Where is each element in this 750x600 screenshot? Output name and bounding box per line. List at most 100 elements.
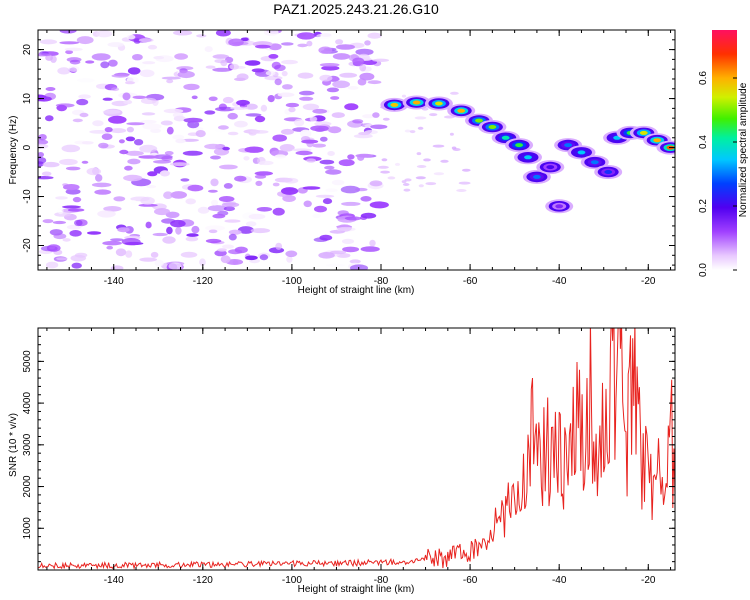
noise-blob — [121, 238, 141, 246]
noise-blob — [220, 59, 228, 67]
noise-blob — [42, 161, 60, 168]
noise-blob — [223, 206, 235, 212]
noise-blob — [280, 128, 295, 135]
noise-blob — [372, 112, 380, 118]
signal-blob — [590, 160, 599, 165]
noise-blob — [182, 150, 203, 156]
noise-blob — [319, 74, 333, 82]
noise-blob — [222, 96, 234, 104]
noise-blob — [370, 124, 388, 130]
noise-blob — [106, 245, 113, 250]
noise-blob — [285, 102, 299, 108]
noise-blob — [458, 181, 471, 185]
noise-blob — [132, 95, 147, 100]
snr-series-line — [38, 328, 675, 570]
noise-blob — [318, 252, 335, 259]
noise-blob — [256, 207, 273, 212]
noise-blob — [326, 263, 345, 267]
noise-blob — [38, 134, 47, 141]
noise-blob — [91, 53, 111, 61]
noise-blob — [414, 116, 427, 120]
noise-blob — [394, 162, 401, 166]
noise-blob — [102, 241, 122, 246]
noise-blob — [91, 182, 112, 188]
noise-blob — [342, 246, 360, 253]
noise-blob — [462, 168, 471, 172]
noise-blob — [275, 242, 283, 250]
noise-blob — [199, 258, 206, 267]
noise-blob — [45, 87, 56, 91]
noise-blob — [223, 183, 233, 189]
noise-blob — [45, 261, 59, 269]
noise-blob — [286, 255, 293, 263]
noise-blob — [254, 174, 267, 179]
noise-blob — [63, 184, 80, 191]
noise-blob — [279, 144, 295, 152]
noise-blob — [336, 44, 355, 50]
noise-blob — [191, 95, 198, 100]
noise-blob — [220, 255, 231, 264]
noise-blob — [64, 47, 83, 52]
x-tick-label: -100 — [282, 276, 302, 287]
signal-blob — [639, 130, 648, 135]
noise-blob — [101, 133, 113, 140]
noise-blob — [259, 254, 269, 261]
colorbar-gradient — [712, 30, 737, 270]
noise-blob — [117, 227, 130, 233]
noise-blob — [297, 43, 308, 48]
noise-blob — [72, 196, 82, 203]
noise-blob — [357, 78, 367, 86]
noise-blob — [302, 186, 321, 190]
y-tick-label: 0 — [22, 144, 33, 150]
noise-blob — [127, 67, 141, 75]
noise-blob — [268, 43, 282, 51]
noise-blob — [341, 201, 361, 206]
noise-blob — [108, 115, 127, 124]
noise-blob — [183, 117, 203, 123]
noise-blob — [265, 70, 276, 76]
noise-blob — [215, 128, 226, 133]
noise-blob — [141, 112, 156, 116]
noise-blob — [165, 211, 180, 218]
noise-blob — [331, 179, 345, 186]
noise-blob — [174, 53, 189, 60]
noise-blob — [154, 259, 164, 267]
noise-blob — [77, 78, 95, 83]
noise-blob — [272, 134, 288, 142]
noise-blob — [297, 72, 314, 79]
noise-blob — [212, 54, 229, 59]
x-tick-label: -60 — [463, 575, 478, 586]
noise-blob — [254, 44, 271, 49]
spectrogram-x-label: Height of straight line (km) — [298, 285, 415, 296]
noise-blob — [92, 120, 104, 127]
noise-blob — [118, 139, 125, 144]
spectrogram-noise — [38, 30, 473, 270]
noise-blob — [344, 216, 362, 221]
noise-blob — [300, 129, 312, 138]
noise-blob — [310, 125, 329, 132]
noise-blob — [50, 55, 57, 63]
noise-blob — [147, 44, 158, 50]
noise-blob — [314, 121, 332, 126]
spectrogram-frame — [37, 29, 676, 271]
noise-blob — [443, 115, 455, 119]
noise-blob — [285, 250, 298, 258]
noise-blob — [318, 46, 333, 54]
noise-blob — [56, 104, 67, 112]
noise-blob — [332, 53, 351, 60]
noise-blob — [204, 46, 213, 53]
noise-blob — [217, 248, 227, 252]
noise-blob — [330, 96, 340, 100]
noise-blob — [52, 220, 66, 225]
noise-blob — [122, 92, 131, 101]
noise-blob — [228, 229, 242, 235]
x-tick-label: -120 — [193, 575, 213, 586]
noise-blob — [268, 54, 279, 59]
noise-blob — [71, 262, 82, 269]
noise-blob — [326, 87, 339, 93]
noise-blob — [140, 97, 157, 105]
colorbar-label: Normalized spectral amplitude — [738, 82, 749, 217]
noise-blob — [180, 178, 190, 182]
noise-blob — [127, 158, 141, 165]
noise-blob — [260, 104, 268, 112]
